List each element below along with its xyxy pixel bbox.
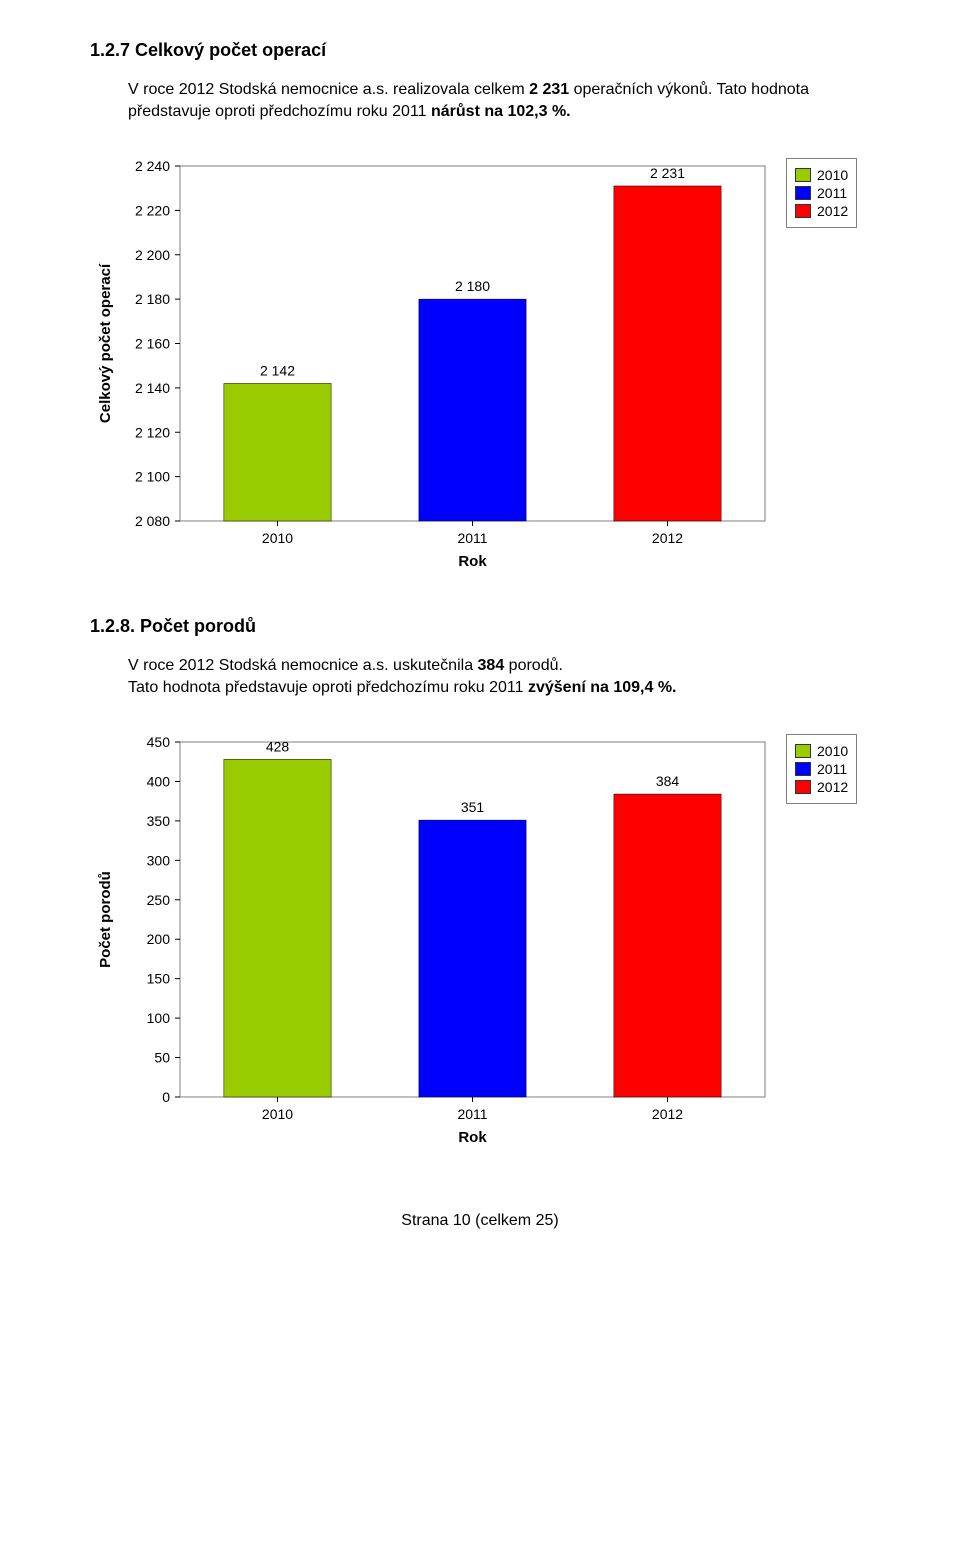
para1-seg0: V roce 2012 Stodská nemocnice a.s. reali… (128, 81, 529, 98)
svg-text:428: 428 (266, 739, 290, 755)
svg-text:2 220: 2 220 (135, 203, 170, 219)
chart1-block: 2 080 2 100 2 120 2 140 2 160 2 180 2 200 2 220… (90, 146, 870, 576)
svg-text:2011: 2011 (457, 1106, 487, 1122)
legend2-swatch-2011 (795, 762, 811, 776)
svg-text:150: 150 (147, 971, 171, 987)
legend-label-2012: 2012 (817, 203, 848, 219)
svg-text:2 240: 2 240 (135, 158, 170, 174)
para2-seg1-bold: 384 (478, 657, 505, 674)
legend2-label-2011: 2011 (817, 761, 847, 777)
para2-seg3-bold: zvýšení na 109,4 %. (528, 679, 677, 696)
section-1-heading: 1.2.7 Celkový počet operací (90, 40, 870, 61)
legend2-label-2010: 2010 (817, 743, 848, 759)
section-2-paragraph: V roce 2012 Stodská nemocnice a.s. uskut… (128, 655, 870, 698)
legend-label-2010: 2010 (817, 167, 848, 183)
chart1-legend: 2010 2011 2012 (786, 158, 857, 228)
svg-text:2 231: 2 231 (650, 165, 685, 181)
svg-text:384: 384 (656, 773, 680, 789)
legend2-label-2012: 2012 (817, 779, 848, 795)
svg-text:2 080: 2 080 (135, 513, 170, 529)
svg-text:100: 100 (147, 1010, 171, 1026)
svg-text:2011: 2011 (457, 530, 487, 546)
svg-text:0: 0 (162, 1089, 170, 1105)
svg-text:Celkový počet operací: Celkový počet operací (97, 263, 114, 423)
legend-row-2011: 2011 (795, 185, 848, 201)
section-1-paragraph: V roce 2012 Stodská nemocnice a.s. reali… (128, 79, 870, 122)
chart1: 2 080 2 100 2 120 2 140 2 160 2 180 2 200 2 220… (90, 146, 780, 576)
svg-text:351: 351 (461, 799, 485, 815)
svg-text:300: 300 (147, 853, 171, 869)
svg-text:2 120: 2 120 (135, 424, 170, 440)
svg-text:2 160: 2 160 (135, 336, 170, 352)
para1-seg1-bold: 2 231 (529, 81, 573, 98)
legend2-swatch-2012 (795, 780, 811, 794)
svg-text:2012: 2012 (652, 1106, 683, 1122)
legend2-row-2012: 2012 (795, 779, 848, 795)
legend-swatch-2010 (795, 168, 811, 182)
svg-text:2010: 2010 (262, 530, 293, 546)
chart2-block: 0 50 100 150 200 250 300 350 400 450 Počet porodů 4… (90, 722, 870, 1152)
legend-row-2010: 2010 (795, 167, 848, 183)
svg-text:200: 200 (147, 932, 171, 948)
svg-text:2 100: 2 100 (135, 469, 170, 485)
svg-text:350: 350 (147, 813, 171, 829)
legend-label-2011: 2011 (817, 185, 847, 201)
svg-text:2 180: 2 180 (455, 278, 490, 294)
legend2-row-2010: 2010 (795, 743, 848, 759)
section-2-heading: 1.2.8. Počet porodů (90, 616, 870, 637)
legend-swatch-2012 (795, 204, 811, 218)
legend-row-2012: 2012 (795, 203, 848, 219)
svg-text:2 180: 2 180 (135, 291, 170, 307)
para2-seg0: V roce 2012 Stodská nemocnice a.s. uskut… (128, 657, 478, 674)
svg-text:400: 400 (147, 774, 171, 790)
chart2: 0 50 100 150 200 250 300 350 400 450 Počet porodů 4… (90, 722, 780, 1152)
svg-text:2 200: 2 200 (135, 247, 170, 263)
legend-swatch-2011 (795, 186, 811, 200)
svg-text:Počet porodů: Počet porodů (97, 872, 114, 969)
svg-text:450: 450 (147, 734, 171, 750)
svg-text:Rok: Rok (458, 553, 487, 570)
svg-text:2010: 2010 (262, 1106, 293, 1122)
svg-text:50: 50 (154, 1050, 170, 1066)
svg-text:250: 250 (147, 892, 171, 908)
svg-text:2 142: 2 142 (260, 363, 295, 379)
legend2-swatch-2010 (795, 744, 811, 758)
page-footer: Strana 10 (celkem 25) (90, 1212, 870, 1230)
para1-seg3-bold: nárůst na 102,3 %. (431, 103, 571, 120)
svg-text:2012: 2012 (652, 530, 683, 546)
chart2-legend: 2010 2011 2012 (786, 734, 857, 804)
legend2-row-2011: 2011 (795, 761, 848, 777)
svg-text:2 140: 2 140 (135, 380, 170, 396)
svg-text:Rok: Rok (458, 1129, 487, 1146)
